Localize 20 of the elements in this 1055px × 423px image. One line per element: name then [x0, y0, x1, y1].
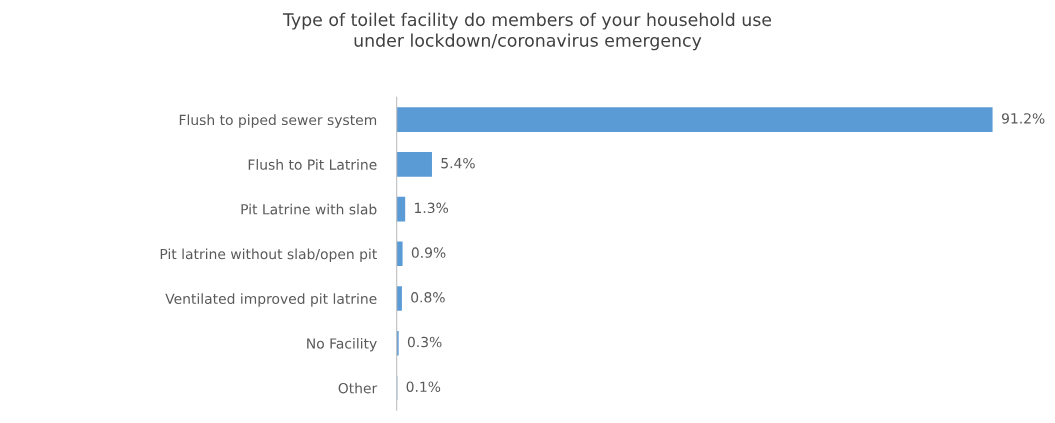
- y-tick-label: No Facility: [307, 337, 377, 352]
- y-tick-label: Pit Latrine with slab: [241, 203, 377, 215]
- y-tick-label: Flush to piped sewer system: [179, 114, 377, 128]
- bar: [396, 107, 993, 132]
- bar: [396, 241, 403, 267]
- chart-title: Type of toilet facility do members of your household use under lockdown/coronavirus emergency: [282, 12, 772, 51]
- data-label: 0.8%: [411, 292, 445, 303]
- data-label: 5.4%: [441, 157, 475, 169]
- y-tick-label: Ventilated improved pit latrine: [165, 293, 377, 307]
- data-label: 91.2%: [1001, 113, 1045, 124]
- bar: [396, 286, 402, 311]
- data-label: 0.9%: [411, 247, 446, 258]
- y-tick-label: Pit latrine without slab/open pit: [160, 248, 377, 262]
- bar: [396, 152, 432, 177]
- data-label: 0.1%: [406, 381, 441, 392]
- y-tick-label: Flush to Pit Latrine: [248, 159, 377, 170]
- data-label: 0.3%: [407, 336, 442, 348]
- data-label: 1.3%: [415, 202, 449, 214]
- y-tick-label: Other: [338, 382, 378, 394]
- bar: [396, 196, 406, 222]
